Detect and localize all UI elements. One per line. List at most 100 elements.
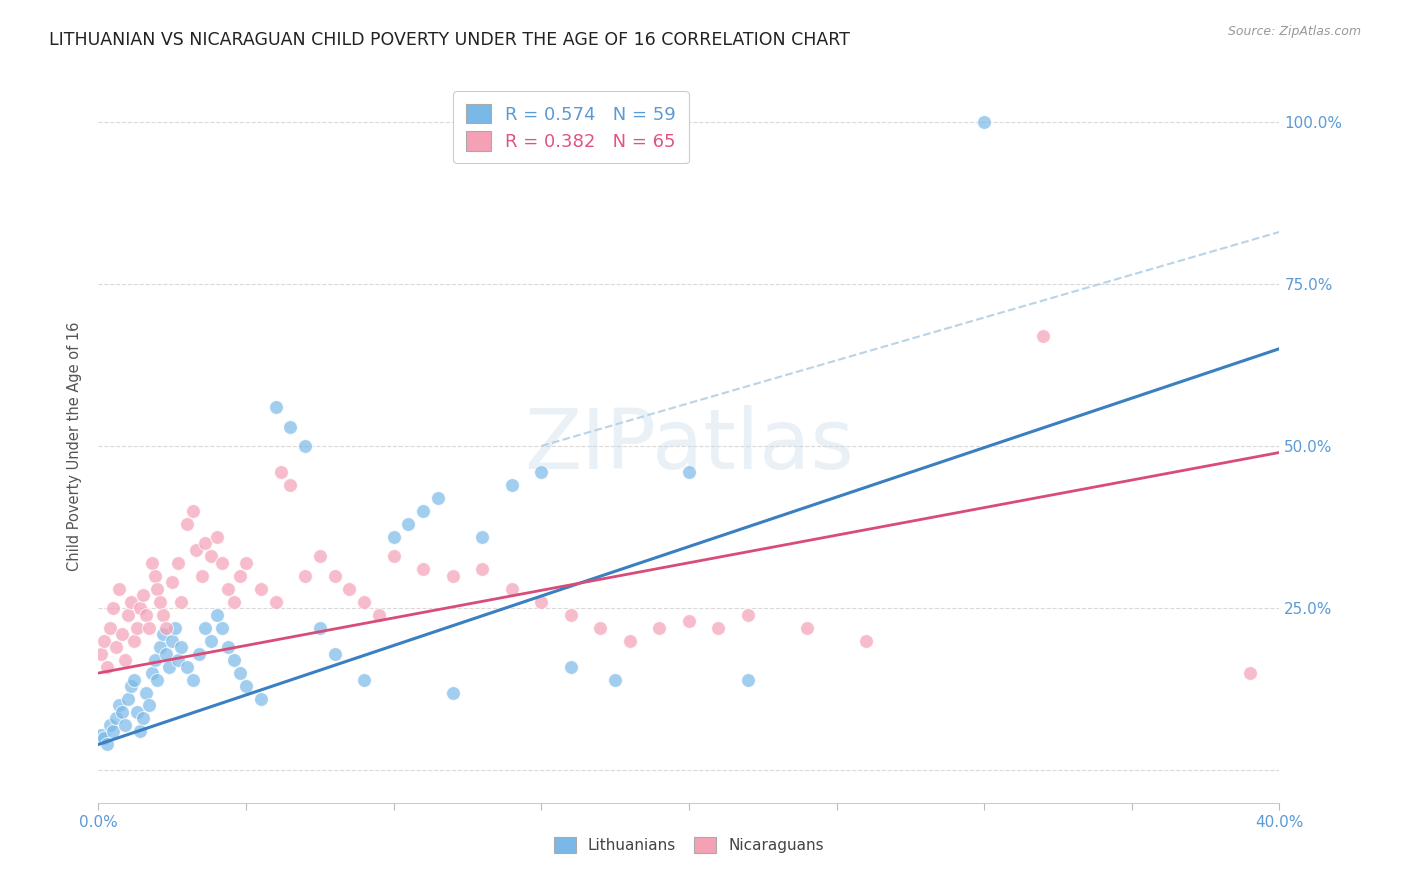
Point xyxy=(353,673,375,687)
Point xyxy=(339,582,361,596)
Point xyxy=(105,640,128,654)
Point xyxy=(294,439,316,453)
Point xyxy=(678,614,700,628)
Text: Source: ZipAtlas.com: Source: ZipAtlas.com xyxy=(1227,25,1361,38)
Point xyxy=(141,666,163,681)
Point xyxy=(132,588,155,602)
Point xyxy=(162,633,183,648)
Point xyxy=(1032,328,1054,343)
Point xyxy=(122,633,145,648)
Point xyxy=(170,595,193,609)
Point xyxy=(217,640,239,654)
Point xyxy=(125,705,148,719)
Point xyxy=(162,575,183,590)
Point xyxy=(98,718,121,732)
Point xyxy=(217,582,239,596)
Point xyxy=(120,679,142,693)
Point xyxy=(146,673,169,687)
Point xyxy=(149,595,172,609)
Point xyxy=(117,692,139,706)
Point xyxy=(120,595,142,609)
Point xyxy=(309,549,332,564)
Point xyxy=(157,659,180,673)
Point xyxy=(353,595,375,609)
Point xyxy=(398,516,420,531)
Point xyxy=(211,621,233,635)
Point xyxy=(181,504,204,518)
Point xyxy=(224,653,246,667)
Point xyxy=(128,601,150,615)
Point xyxy=(155,621,177,635)
Point xyxy=(737,673,759,687)
Point xyxy=(135,685,157,699)
Point xyxy=(560,607,582,622)
Point xyxy=(1239,666,1261,681)
Point xyxy=(205,607,228,622)
Point xyxy=(309,621,332,635)
Point xyxy=(280,478,302,492)
Point xyxy=(141,556,163,570)
Point xyxy=(323,647,346,661)
Text: ZIPatlas: ZIPatlas xyxy=(524,406,853,486)
Point xyxy=(128,724,150,739)
Point xyxy=(152,607,174,622)
Point xyxy=(111,627,134,641)
Point xyxy=(125,621,148,635)
Point xyxy=(280,419,302,434)
Point xyxy=(132,711,155,725)
Point xyxy=(138,698,160,713)
Point xyxy=(235,556,257,570)
Point xyxy=(122,673,145,687)
Point xyxy=(382,549,405,564)
Point xyxy=(143,653,166,667)
Point xyxy=(368,607,391,622)
Point xyxy=(427,491,450,505)
Point xyxy=(224,595,246,609)
Point xyxy=(146,582,169,596)
Point xyxy=(501,582,523,596)
Point xyxy=(589,621,612,635)
Point xyxy=(229,666,252,681)
Point xyxy=(90,647,112,661)
Point xyxy=(294,568,316,582)
Point xyxy=(250,582,273,596)
Point xyxy=(187,647,209,661)
Point xyxy=(264,400,287,414)
Point xyxy=(678,465,700,479)
Point xyxy=(90,728,112,742)
Point xyxy=(530,595,553,609)
Point xyxy=(250,692,273,706)
Point xyxy=(93,633,115,648)
Point xyxy=(211,556,233,570)
Point xyxy=(605,673,627,687)
Point xyxy=(135,607,157,622)
Point xyxy=(530,465,553,479)
Point xyxy=(382,530,405,544)
Point xyxy=(108,698,131,713)
Point xyxy=(111,705,134,719)
Point xyxy=(264,595,287,609)
Point xyxy=(152,627,174,641)
Point xyxy=(143,568,166,582)
Point xyxy=(176,659,198,673)
Point xyxy=(471,562,494,576)
Point xyxy=(200,633,222,648)
Point xyxy=(648,621,671,635)
Point xyxy=(114,718,136,732)
Point xyxy=(194,536,217,550)
Point xyxy=(441,685,464,699)
Point xyxy=(138,621,160,635)
Point xyxy=(973,114,995,128)
Point xyxy=(471,530,494,544)
Point xyxy=(167,556,190,570)
Point xyxy=(108,582,131,596)
Point xyxy=(98,621,121,635)
Point xyxy=(205,530,228,544)
Point xyxy=(96,659,118,673)
Point xyxy=(117,607,139,622)
Point xyxy=(165,621,187,635)
Point xyxy=(114,653,136,667)
Point xyxy=(103,724,125,739)
Point xyxy=(270,465,292,479)
Point xyxy=(200,549,222,564)
